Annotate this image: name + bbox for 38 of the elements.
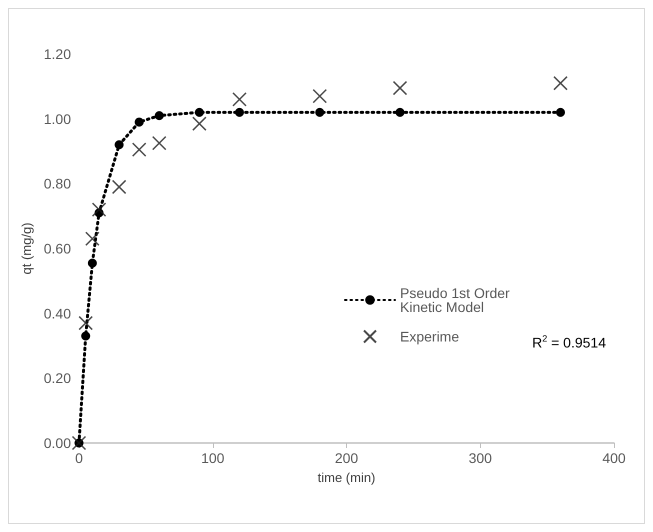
point [114,140,124,150]
point [194,108,204,117]
point [232,92,247,107]
point [392,80,408,96]
point [396,108,404,117]
point [88,258,97,268]
point [192,116,207,131]
x-tick-label: 100 [201,450,225,466]
point [85,232,100,246]
x-axis-title: time (min) [318,470,376,485]
point [92,202,106,217]
y-tick-label: 0.40 [44,305,72,322]
point [152,136,166,150]
x-tick-label: 0 [75,450,84,466]
x-tick-label: 400 [602,450,626,466]
y-tick-label: 0.00 [44,435,72,451]
point [553,76,568,90]
point [78,316,93,330]
y-tick-label: 1.20 [44,46,72,62]
point [72,436,86,450]
point [154,111,164,120]
point [81,332,90,341]
y-tick-label: 0.80 [44,176,72,192]
point [315,108,324,117]
y-tick-label: 1.00 [44,110,72,127]
legend-label: Pseudo 1st Order Kinetic Model [400,285,514,315]
point [132,142,146,157]
point [556,108,565,117]
x-tick-label: 200 [334,450,358,466]
x-tick-label: 300 [468,450,492,466]
y-tick-label: 0.20 [44,370,72,386]
y-tick-label: 0.60 [44,240,72,256]
point [112,180,126,194]
point [312,88,327,104]
legend-label: Experime [400,328,460,344]
point [134,118,144,127]
point [235,108,244,117]
y-axis-title: qt (mg/g) [18,222,34,275]
